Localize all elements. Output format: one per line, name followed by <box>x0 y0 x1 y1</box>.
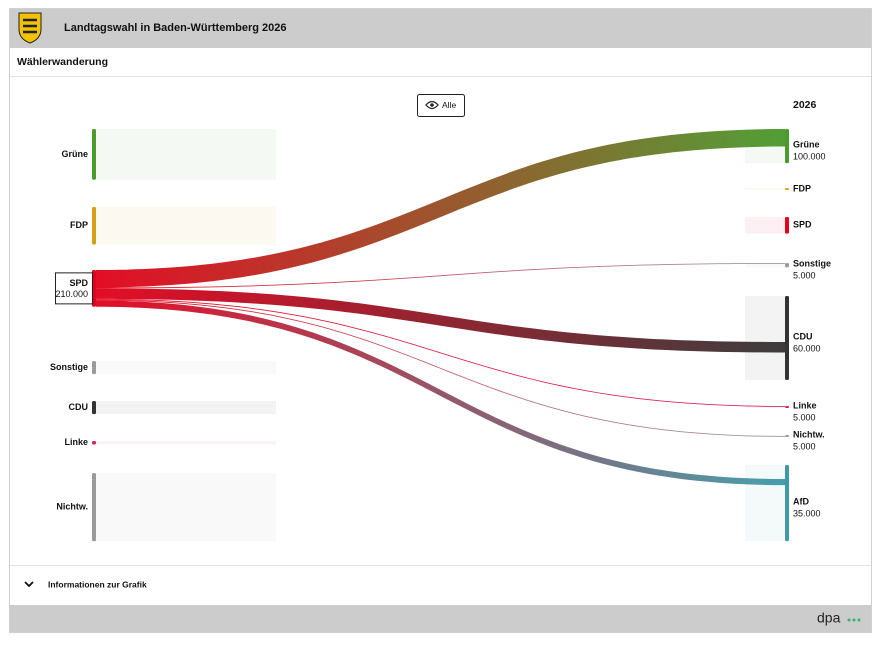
flow <box>96 288 785 353</box>
target-band <box>745 296 785 380</box>
target-band <box>745 465 785 542</box>
flow <box>96 298 785 407</box>
info-toggle[interactable]: Informationen zur Grafik <box>24 579 147 589</box>
filter-button[interactable]: Alle <box>417 94 465 117</box>
target-value-label: 35.000 <box>793 508 821 518</box>
source-node <box>92 441 96 445</box>
info-label[interactable]: Informationen zur Grafik <box>48 579 147 589</box>
selected-box <box>55 272 93 305</box>
header-title: Landtagswahl in Baden-Württemberg 2026 <box>64 22 286 34</box>
source-node <box>92 473 96 542</box>
target-label: AfD <box>793 496 809 506</box>
source-label: Grüne <box>61 149 88 159</box>
target-label: SPD <box>793 220 812 230</box>
target-node <box>785 129 789 164</box>
source-band <box>96 207 276 245</box>
source-node <box>92 207 96 245</box>
flow <box>96 263 785 289</box>
target-node <box>785 188 789 190</box>
source-band <box>96 473 276 542</box>
crest <box>18 12 42 44</box>
flow <box>96 129 785 288</box>
target-label: Grüne <box>793 139 820 149</box>
subtitle: Wählerwanderung <box>17 56 108 68</box>
source-node <box>92 129 96 180</box>
target-band <box>745 406 785 408</box>
brand: dpa <box>817 610 841 626</box>
source-label: Linke <box>64 437 88 447</box>
source-value-label: 210.000 <box>55 289 88 299</box>
target-node <box>785 406 789 408</box>
source-band <box>96 401 276 415</box>
flow <box>96 299 785 437</box>
source-node <box>92 401 96 415</box>
target-node <box>785 217 789 234</box>
target-band <box>745 217 785 234</box>
target-value-label: 5.000 <box>793 412 816 422</box>
target-label: CDU <box>793 331 813 341</box>
target-band <box>745 129 785 164</box>
target-node <box>785 263 789 268</box>
target-label: Sonstige <box>793 259 831 269</box>
source-band <box>96 361 276 375</box>
source-node <box>92 361 96 375</box>
flow <box>96 300 785 486</box>
source-band <box>96 441 276 445</box>
source-label: SPD <box>69 278 88 288</box>
target-value-label: 5.000 <box>793 441 816 451</box>
target-node <box>785 435 789 437</box>
brand-dots <box>847 618 861 622</box>
target-node <box>785 465 789 542</box>
filter-label[interactable]: Alle <box>442 100 456 110</box>
target-value-label: 60.000 <box>793 343 821 353</box>
footer-bar <box>10 605 871 632</box>
target-value-label: 5.000 <box>793 271 816 281</box>
target-label: Nichtw. <box>793 429 825 439</box>
source-label: Sonstige <box>50 362 88 372</box>
target-value-label: 100.000 <box>793 151 826 161</box>
source-band <box>96 129 276 180</box>
target-title: 2026 <box>793 99 817 111</box>
source-label: CDU <box>69 402 89 412</box>
target-band <box>745 435 785 437</box>
target-band <box>745 188 785 190</box>
source-label: FDP <box>70 220 88 230</box>
header-bar <box>10 9 871 48</box>
target-label: Linke <box>793 400 817 410</box>
target-node <box>785 296 789 380</box>
target-label: FDP <box>793 183 811 193</box>
source-label: Nichtw. <box>56 502 88 512</box>
target-band <box>745 263 785 268</box>
